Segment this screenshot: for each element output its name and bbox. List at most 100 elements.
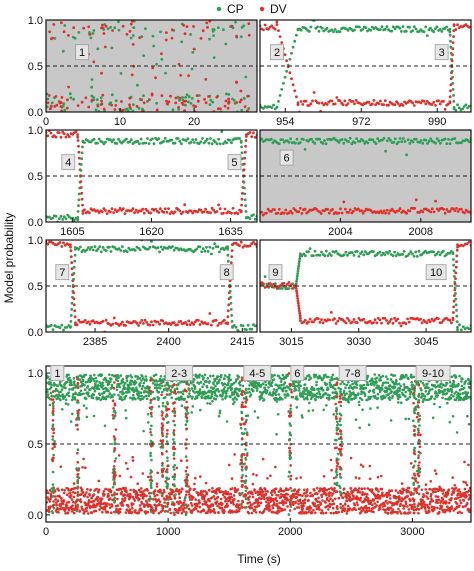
data-point	[118, 385, 122, 389]
data-point	[456, 326, 459, 329]
data-point	[222, 142, 225, 146]
data-point	[295, 279, 298, 283]
data-point	[117, 454, 121, 457]
data-point	[142, 381, 146, 385]
data-point	[190, 411, 193, 414]
data-point	[159, 30, 162, 34]
data-point	[242, 168, 246, 172]
data-point	[328, 318, 331, 322]
data-point	[68, 92, 72, 96]
data-point	[116, 379, 120, 383]
data-point	[345, 392, 348, 395]
data-point	[260, 137, 263, 141]
data-point	[140, 394, 144, 398]
data-point	[101, 381, 104, 385]
data-point	[60, 488, 64, 492]
data-point	[251, 492, 254, 496]
data-point	[333, 102, 337, 106]
data-point	[348, 208, 352, 212]
data-point	[227, 303, 231, 307]
data-point	[299, 493, 302, 497]
data-point	[396, 317, 400, 321]
data-point	[231, 206, 235, 210]
data-point	[383, 253, 387, 257]
data-point	[174, 96, 178, 100]
data-point	[111, 395, 114, 399]
data-point	[248, 244, 252, 248]
data-point	[165, 210, 169, 214]
data-point	[257, 504, 261, 507]
data-point	[92, 60, 96, 64]
data-point	[101, 246, 105, 249]
data-point	[152, 511, 155, 515]
data-point	[330, 503, 334, 506]
data-point	[137, 390, 141, 394]
data-point	[190, 387, 194, 390]
data-point	[212, 56, 216, 59]
data-point	[347, 319, 351, 322]
data-point	[214, 318, 218, 322]
data-point	[69, 496, 72, 499]
data-point	[448, 27, 452, 31]
data-point	[222, 248, 226, 252]
data-point	[368, 509, 371, 512]
data-point	[238, 100, 242, 104]
data-point	[133, 249, 137, 252]
data-point	[248, 501, 252, 504]
data-point	[154, 373, 158, 377]
data-point	[96, 499, 100, 502]
data-point	[329, 254, 333, 257]
data-point	[410, 507, 414, 510]
data-point	[177, 382, 180, 386]
data-point	[68, 376, 71, 380]
data-point	[289, 407, 292, 411]
data-point	[202, 509, 206, 513]
data-point	[303, 254, 307, 257]
data-point	[265, 211, 268, 215]
data-point	[58, 380, 62, 384]
data-point	[253, 488, 256, 491]
data-point	[157, 211, 161, 214]
data-point	[169, 94, 172, 98]
data-point	[216, 324, 220, 327]
data-point	[199, 140, 203, 144]
data-point	[154, 76, 158, 80]
data-point	[384, 211, 387, 215]
data-point	[200, 396, 204, 400]
data-point	[406, 386, 409, 389]
data-point	[417, 454, 420, 457]
data-point	[373, 318, 377, 322]
data-point	[199, 208, 203, 212]
data-point	[117, 247, 121, 251]
data-point	[193, 47, 196, 51]
data-point	[148, 98, 151, 101]
data-point	[178, 96, 182, 100]
data-point	[384, 149, 387, 153]
x-axis-title: Time (s)	[237, 552, 281, 566]
data-point	[344, 503, 347, 506]
data-point	[459, 141, 463, 145]
data-point	[242, 397, 246, 400]
data-point	[138, 36, 142, 40]
data-point	[238, 503, 241, 507]
data-point	[192, 378, 196, 382]
data-point	[108, 373, 111, 376]
data-point	[77, 418, 81, 421]
data-point	[171, 475, 175, 479]
data-point	[161, 319, 165, 323]
data-point	[69, 249, 73, 253]
data-point	[150, 93, 154, 97]
data-point	[132, 26, 136, 29]
data-point	[66, 511, 70, 515]
data-point	[325, 103, 329, 106]
data-point	[339, 432, 343, 436]
data-point	[226, 309, 230, 313]
data-point	[395, 393, 399, 396]
data-point	[422, 99, 426, 103]
data-point	[80, 151, 84, 155]
data-point	[110, 383, 114, 387]
data-point	[246, 501, 249, 505]
data-point	[162, 210, 166, 214]
data-point	[376, 396, 380, 400]
data-point	[128, 105, 132, 109]
